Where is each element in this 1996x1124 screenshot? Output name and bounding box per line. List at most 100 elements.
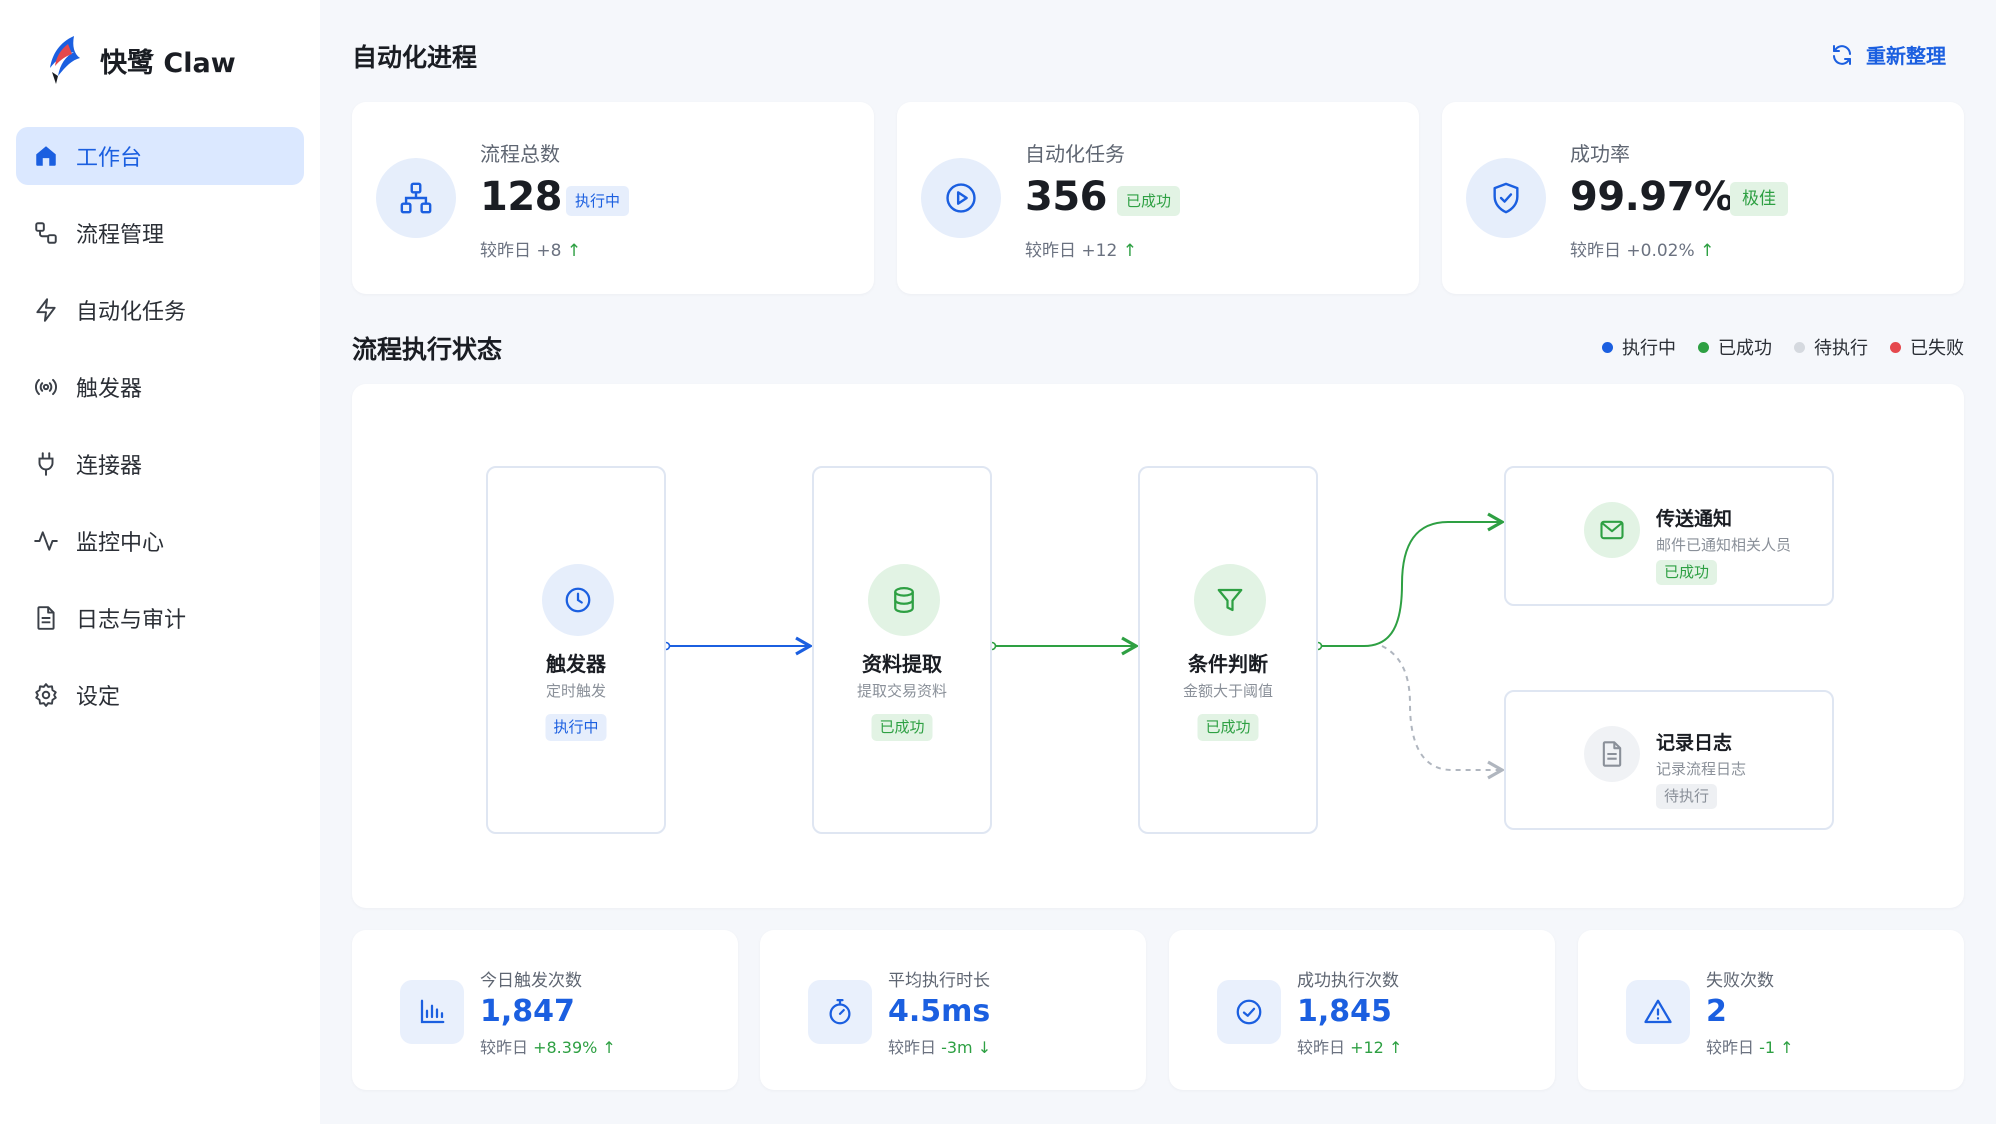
node-title: 触发器: [546, 652, 606, 676]
activity-icon: [32, 527, 60, 555]
flow-node-condition[interactable]: 条件判断 金额大于阈值 已成功: [1138, 466, 1318, 834]
hierarchy-icon: [376, 158, 456, 238]
flow-diagram: 触发器 定时触发 执行中 资料提取 提取交易资料 已成功 条件判断 金额大于阈值…: [352, 384, 1964, 908]
metric-label: 失败次数: [1706, 971, 1774, 991]
flow-section-title: 流程执行状态: [352, 335, 503, 364]
node-title: 条件判断: [1188, 652, 1268, 676]
nav-item-process-management[interactable]: 流程管理: [16, 204, 304, 262]
status-legend: 执行中 已成功 待执行 已失败: [1580, 334, 1964, 360]
stat-value: 128: [480, 174, 563, 220]
status-badge: 待执行: [1656, 784, 1718, 809]
reorganize-label: 重新整理: [1866, 44, 1946, 68]
metric-value: 1,845: [1297, 994, 1392, 1029]
metric-card-avg-duration[interactable]: 平均执行时长 4.5ms 较昨日 -3m ↓: [760, 930, 1146, 1090]
node-title: 传送通知: [1656, 508, 1733, 530]
gear-icon: [32, 681, 60, 709]
stat-value: 99.97%: [1570, 174, 1734, 220]
sidebar: 快鹭 Claw 工作台 流程管理 自动化任务 触发器: [0, 0, 320, 1124]
status-badge: 已成功: [1197, 714, 1259, 741]
metric-value: 2: [1706, 994, 1727, 1029]
nav-item-label: 监控中心: [76, 531, 165, 556]
metric-card-success-count[interactable]: 成功执行次数 1,845 较昨日 +12 ↑: [1169, 930, 1555, 1090]
stat-label: 成功率: [1570, 142, 1630, 166]
flow-node-data-extract[interactable]: 资料提取 提取交易资料 已成功: [812, 466, 992, 834]
node-title: 资料提取: [862, 652, 942, 676]
home-icon: [32, 142, 60, 170]
stat-delta: 较昨日 +0.02% ↑: [1570, 241, 1715, 261]
node-subtitle: 金额大于阈值: [1182, 682, 1273, 700]
brand[interactable]: 快鹭 Claw: [38, 32, 236, 88]
stat-delta: 较昨日 +12 ↑: [1025, 241, 1137, 261]
lightning-icon: [32, 296, 60, 324]
metric-label: 平均执行时长: [888, 971, 990, 991]
legend-item-running: 执行中: [1602, 334, 1676, 360]
play-circle-icon: [921, 158, 1001, 238]
legend-item-success: 已成功: [1698, 334, 1772, 360]
stat-card-success-rate[interactable]: 成功率 99.97% 极佳 较昨日 +0.02% ↑: [1442, 102, 1964, 294]
nav-item-label: 工作台: [76, 146, 143, 171]
logo-icon: [50, 36, 80, 84]
stat-delta: 较昨日 +8 ↑: [480, 241, 582, 261]
metric-delta: 较昨日 +8.39% ↑: [480, 1038, 616, 1057]
nav-item-label: 自动化任务: [76, 300, 187, 325]
warning-icon: [1626, 980, 1690, 1044]
document-icon: [32, 604, 60, 632]
nav-item-label: 日志与审计: [76, 608, 187, 633]
nav-item-connectors[interactable]: 连接器: [16, 435, 304, 493]
legend-item-failed: 已失败: [1890, 334, 1964, 360]
refresh-icon: [1833, 44, 1851, 65]
nav-item-workbench[interactable]: 工作台: [16, 127, 304, 185]
shield-check-icon: [1466, 158, 1546, 238]
status-badge: 执行中: [566, 186, 630, 216]
status-badge: 执行中: [545, 714, 607, 741]
stat-card-automation-tasks[interactable]: 自动化任务 356 已成功 较昨日 +12 ↑: [897, 102, 1419, 294]
nav: 工作台 流程管理 自动化任务 触发器 连接器: [16, 127, 304, 743]
nav-item-label: 流程管理: [76, 223, 165, 248]
status-badge: 极佳: [1730, 182, 1788, 216]
metric-card-failure-count[interactable]: 失败次数 2 较昨日 -1 ↑: [1578, 930, 1964, 1090]
metric-delta: 较昨日 -1 ↑: [1706, 1038, 1794, 1057]
flow-node-send-notification[interactable]: 传送通知 邮件已通知相关人员 已成功: [1504, 466, 1834, 606]
metric-label: 今日触发次数: [480, 971, 582, 991]
nav-item-monitoring[interactable]: 监控中心: [16, 512, 304, 570]
stopwatch-icon: [808, 980, 872, 1044]
nav-item-logs-audit[interactable]: 日志与审计: [16, 589, 304, 647]
node-subtitle: 定时触发: [545, 682, 606, 700]
metric-value: 1,847: [480, 994, 575, 1029]
nav-item-triggers[interactable]: 触发器: [16, 358, 304, 416]
metric-label: 成功执行次数: [1297, 971, 1399, 991]
status-badge: 已成功: [1117, 186, 1181, 216]
workflow-icon: [32, 219, 60, 247]
metric-delta: 较昨日 -3m ↓: [888, 1038, 992, 1057]
status-badge: 已成功: [1656, 560, 1718, 585]
stat-card-total-processes[interactable]: 流程总数 128 执行中 较昨日 +8 ↑: [352, 102, 874, 294]
nav-item-settings[interactable]: 设定: [16, 666, 304, 724]
broadcast-icon: [32, 373, 60, 401]
node-subtitle: 记录流程日志: [1656, 760, 1747, 778]
reorganize-button[interactable]: 重新整理: [1830, 40, 1946, 69]
main-content: 自动化进程 重新整理 流程总数 128 执行中 较昨日 +8 ↑ 自动化任务 3…: [352, 0, 1964, 1124]
file-text-icon: [1584, 726, 1640, 782]
stat-label: 自动化任务: [1025, 142, 1125, 166]
status-badge: 已成功: [871, 714, 933, 741]
nav-item-label: 连接器: [76, 454, 143, 479]
metric-card-triggers-today[interactable]: 今日触发次数 1,847 较昨日 +8.39% ↑: [352, 930, 738, 1090]
stat-value: 356: [1025, 174, 1108, 220]
check-circle-icon: [1217, 980, 1281, 1044]
flow-node-trigger[interactable]: 触发器 定时触发 执行中: [486, 466, 666, 834]
page-title: 自动化进程: [352, 43, 478, 72]
connector-condition-to-log: [1381, 645, 1506, 780]
flow-node-record-log[interactable]: 记录日志 记录流程日志 待执行: [1504, 690, 1834, 830]
bar-chart-icon: [400, 980, 464, 1044]
plug-icon: [32, 450, 60, 478]
mail-icon: [1584, 502, 1640, 558]
node-subtitle: 提取交易资料: [856, 682, 947, 700]
nav-item-automation-tasks[interactable]: 自动化任务: [16, 281, 304, 339]
filter-icon: [1194, 564, 1266, 636]
stat-label: 流程总数: [480, 142, 560, 166]
nav-item-label: 设定: [76, 685, 121, 710]
metric-value: 4.5ms: [888, 994, 991, 1029]
node-title: 记录日志: [1656, 732, 1733, 754]
node-subtitle: 邮件已通知相关人员: [1656, 536, 1792, 554]
database-icon: [868, 564, 940, 636]
